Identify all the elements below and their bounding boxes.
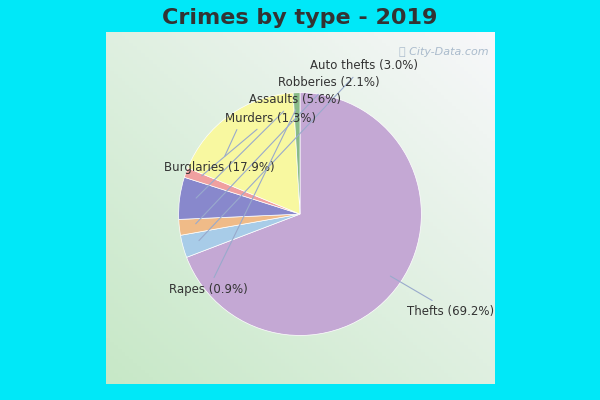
Text: Thefts (69.2%): Thefts (69.2%) (391, 276, 494, 318)
Text: Assaults (5.6%): Assaults (5.6%) (196, 94, 341, 198)
Text: Robberies (2.1%): Robberies (2.1%) (196, 76, 380, 224)
Wedge shape (188, 93, 300, 214)
Title: Crimes by type - 2019: Crimes by type - 2019 (163, 8, 437, 28)
Wedge shape (187, 93, 421, 336)
Text: Burglaries (17.9%): Burglaries (17.9%) (164, 130, 275, 174)
Wedge shape (179, 177, 300, 220)
Wedge shape (181, 214, 300, 257)
Wedge shape (184, 168, 300, 214)
Wedge shape (293, 93, 300, 214)
Text: Murders (1.3%): Murders (1.3%) (202, 112, 316, 176)
Wedge shape (179, 214, 300, 235)
Text: ⓘ City-Data.com: ⓘ City-Data.com (398, 46, 488, 56)
Text: Rapes (0.9%): Rapes (0.9%) (169, 110, 296, 296)
Text: Auto thefts (3.0%): Auto thefts (3.0%) (199, 60, 418, 240)
